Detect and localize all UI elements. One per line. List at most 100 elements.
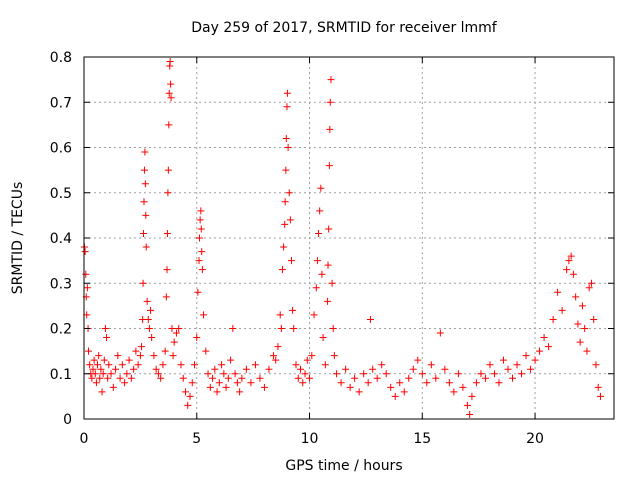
data-point — [132, 347, 140, 355]
data-point — [94, 361, 102, 369]
data-point — [284, 144, 292, 151]
data-point — [220, 370, 228, 378]
data-point — [104, 374, 112, 382]
data-point — [157, 374, 165, 382]
data-point — [247, 379, 255, 387]
data-point — [191, 361, 199, 369]
y-tick-label: 0.3 — [50, 276, 72, 292]
data-point — [326, 98, 334, 106]
data-point — [224, 374, 232, 382]
data-point — [118, 361, 126, 369]
data-point — [164, 189, 172, 197]
data-point — [233, 379, 241, 387]
data-point — [414, 356, 422, 364]
data-point — [432, 374, 440, 382]
data-point — [139, 279, 147, 287]
data-point — [163, 229, 171, 237]
data-point — [333, 370, 341, 378]
data-point — [499, 356, 507, 364]
data-point — [177, 361, 185, 369]
data-point — [163, 266, 171, 274]
data-point — [531, 356, 539, 364]
data-point — [195, 234, 203, 242]
y-tick-label: 0.6 — [50, 141, 72, 157]
data-point — [164, 166, 172, 174]
data-point — [198, 248, 206, 256]
data-point — [308, 352, 316, 360]
data-point — [186, 392, 194, 400]
data-point — [109, 383, 117, 391]
data-point — [382, 370, 390, 378]
data-point — [545, 343, 553, 351]
data-point — [265, 365, 273, 373]
y-tick-label: 0.7 — [50, 95, 72, 111]
x-tick-label: 15 — [413, 431, 431, 447]
data-point — [127, 374, 135, 382]
data-point — [286, 216, 294, 224]
data-point — [260, 383, 268, 391]
data-point — [369, 365, 377, 373]
x-tick-label: 5 — [192, 431, 201, 447]
data-point — [590, 315, 598, 323]
data-point — [536, 347, 544, 355]
data-point — [321, 361, 329, 369]
data-point — [123, 370, 131, 378]
data-point — [504, 365, 512, 373]
data-point — [466, 410, 474, 418]
data-point — [463, 401, 471, 409]
data-point — [144, 315, 152, 323]
data-point — [355, 388, 363, 396]
data-point — [313, 257, 321, 265]
data-point — [197, 207, 205, 215]
data-point — [366, 315, 374, 323]
data-point — [154, 370, 162, 378]
data-point — [318, 270, 326, 278]
data-point — [196, 216, 204, 224]
data-point — [583, 347, 591, 355]
data-point — [134, 361, 142, 369]
data-point — [445, 379, 453, 387]
data-point — [85, 347, 93, 355]
data-point — [204, 370, 212, 378]
data-point — [596, 392, 604, 400]
data-point — [281, 220, 289, 228]
data-point — [251, 361, 259, 369]
data-point — [364, 379, 372, 387]
data-point — [325, 225, 333, 233]
data-point — [167, 94, 175, 102]
data-point — [193, 334, 201, 342]
x-tick-label: 0 — [80, 431, 89, 447]
data-point — [105, 361, 113, 369]
data-point — [574, 320, 582, 328]
data-point — [95, 352, 103, 360]
x-axis-label: GPS time / hours — [285, 458, 402, 474]
data-point — [486, 361, 494, 369]
data-point — [400, 388, 408, 396]
data-point — [282, 134, 290, 142]
data-point — [351, 374, 359, 382]
data-point — [378, 361, 386, 369]
data-point — [327, 76, 335, 84]
data-point — [142, 211, 150, 219]
data-point — [459, 383, 467, 391]
data-point — [481, 374, 489, 382]
data-point — [99, 370, 107, 378]
data-point — [83, 284, 91, 292]
y-tick-label: 0.5 — [50, 186, 72, 202]
data-point — [391, 392, 399, 400]
data-point — [346, 383, 354, 391]
data-point — [140, 198, 148, 206]
data-point — [450, 388, 458, 396]
data-point — [316, 207, 324, 215]
data-point — [490, 370, 498, 378]
data-point — [229, 325, 237, 332]
data-point — [527, 365, 535, 373]
x-tick-label: 20 — [526, 431, 544, 447]
y-tick-label: 0.1 — [50, 367, 72, 383]
data-point — [91, 370, 99, 378]
data-point — [136, 352, 144, 360]
data-point — [195, 257, 203, 265]
data-point — [342, 365, 350, 373]
data-point — [202, 347, 210, 355]
